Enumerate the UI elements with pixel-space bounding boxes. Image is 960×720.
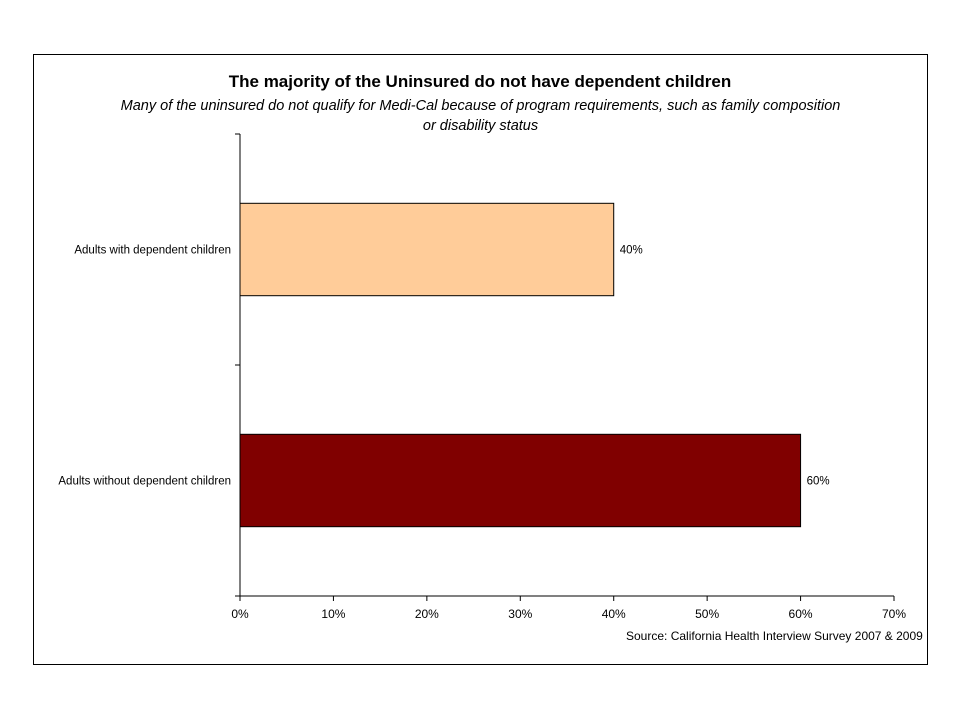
chart-title: The majority of the Uninsured do not hav… [228, 72, 732, 91]
source-note: Source: California Health Interview Surv… [626, 629, 923, 643]
bar [239, 202, 615, 297]
data-label: 60% [807, 476, 830, 488]
data-label: 40% [620, 245, 643, 257]
x-tick-label: 10% [321, 607, 345, 621]
chart-frame [33, 54, 928, 665]
x-tick-label: 20% [415, 607, 439, 621]
category-label: Adults without dependent children [58, 476, 231, 488]
category-label: Adults with dependent children [74, 245, 231, 257]
chart-subtitle: Many of the uninsured do not qualify for… [120, 98, 841, 134]
x-tick-label: 50% [695, 607, 719, 621]
x-tick-label: 40% [602, 607, 626, 621]
x-tick-label: 30% [508, 607, 532, 621]
x-tick-label: 70% [882, 607, 906, 621]
x-tick-label: 0% [231, 607, 249, 621]
x-tick-label: 60% [789, 607, 813, 621]
bar [239, 433, 802, 528]
